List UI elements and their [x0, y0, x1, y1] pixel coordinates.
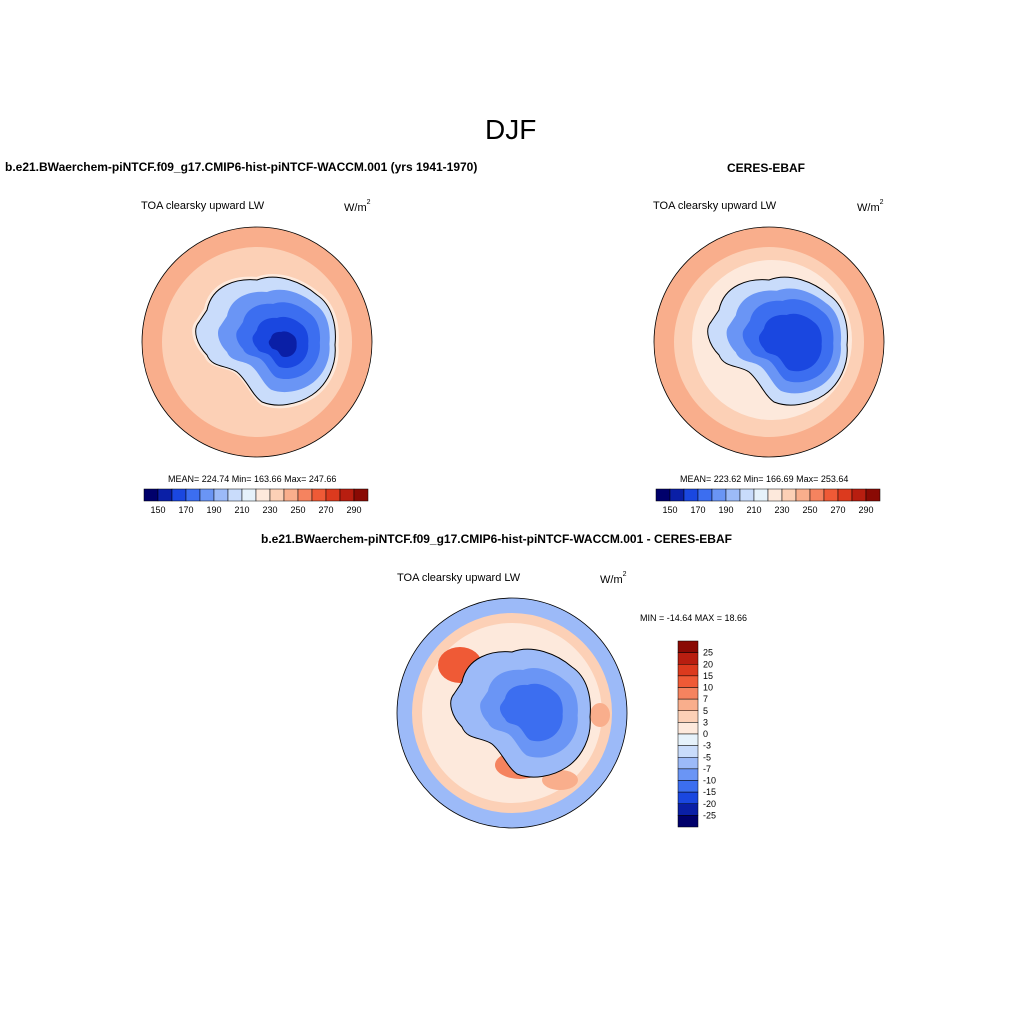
colorbar-tick-label: 10: [703, 683, 713, 693]
colorbar-swatch: [677, 675, 699, 688]
colorbar-swatch: [837, 488, 853, 502]
obs-colorbar: 150 170 190 210 230 250 270 290: [655, 488, 881, 515]
colorbar-swatch: [767, 488, 783, 502]
colorbar-tick-label: 25: [703, 648, 713, 658]
colorbar-tick-label: 290: [346, 505, 361, 515]
obs-units-label: W/m2: [857, 199, 884, 214]
colorbar-tick-label: 15: [703, 671, 713, 681]
colorbar-tick-label: 20: [703, 659, 713, 669]
colorbar-tick-label: 3: [703, 717, 708, 727]
colorbar-swatch: [143, 488, 159, 502]
colorbar-swatch: [213, 488, 229, 502]
diff-units-label: W/m2: [600, 571, 627, 586]
colorbar-swatch: [669, 488, 685, 502]
colorbar-swatch: [227, 488, 243, 502]
colorbar-swatch: [683, 488, 699, 502]
colorbar-swatch: [241, 488, 257, 502]
colorbar-tick-label: -25: [703, 810, 716, 820]
colorbar-tick-label: 250: [802, 505, 817, 515]
model-map: [141, 226, 373, 458]
colorbar-tick-label: 190: [206, 505, 221, 515]
colorbar-tick-label: 150: [150, 505, 165, 515]
colorbar-tick-label: 270: [830, 505, 845, 515]
colorbar-swatch: [677, 687, 699, 700]
colorbar-swatch: [809, 488, 825, 502]
colorbar-tick-label: 0: [703, 729, 708, 739]
colorbar-swatch: [677, 698, 699, 711]
colorbar-swatch: [677, 791, 699, 804]
diff-stats: MIN = -14.64 MAX = 18.66: [640, 613, 748, 623]
colorbar-swatch: [711, 488, 727, 502]
colorbar-swatch: [677, 710, 699, 723]
colorbar-tick-label: 290: [858, 505, 873, 515]
diff-map: [396, 597, 628, 829]
colorbar-swatch: [697, 488, 713, 502]
diff-panel-title: b.e21.BWaerchem-piNTCF.f09_g17.CMIP6-his…: [261, 532, 732, 546]
colorbar-swatch: [157, 488, 173, 502]
colorbar-tick-label: 170: [690, 505, 705, 515]
colorbar-swatch: [353, 488, 369, 502]
colorbar-tick-label: -7: [703, 764, 711, 774]
colorbar-tick-label: -20: [703, 799, 716, 809]
model-variable-label: TOA clearsky upward LW: [141, 200, 265, 212]
colorbar-swatch: [171, 488, 187, 502]
colorbar-tick-label: 210: [746, 505, 761, 515]
colorbar-swatch: [739, 488, 755, 502]
colorbar-tick-label: -10: [703, 776, 716, 786]
colorbar-swatch: [297, 488, 313, 502]
colorbar-swatch: [795, 488, 811, 502]
colorbar-tick-label: 190: [718, 505, 733, 515]
colorbar-swatch: [255, 488, 271, 502]
colorbar-tick-label: 150: [662, 505, 677, 515]
colorbar-swatch: [325, 488, 341, 502]
colorbar-swatch: [851, 488, 867, 502]
colorbar-tick-label: 210: [234, 505, 249, 515]
colorbar-swatch: [199, 488, 215, 502]
model-panel-title: b.e21.BWaerchem-piNTCF.f09_g17.CMIP6-his…: [5, 160, 478, 174]
colorbar-swatch: [677, 733, 699, 746]
colorbar-swatch: [677, 722, 699, 735]
colorbar-swatch: [725, 488, 741, 502]
obs-panel-title: CERES-EBAF: [727, 161, 806, 175]
colorbar-swatch: [339, 488, 355, 502]
colorbar-tick-label: 230: [774, 505, 789, 515]
colorbar-tick-label: -5: [703, 752, 711, 762]
colorbar-swatch: [677, 664, 699, 677]
colorbar-swatch: [677, 745, 699, 758]
colorbar-tick-label: -15: [703, 787, 716, 797]
model-units-label: W/m2: [344, 199, 371, 214]
colorbar-swatch: [823, 488, 839, 502]
colorbar-swatch: [185, 488, 201, 502]
season-title: DJF: [485, 114, 537, 145]
colorbar-swatch: [753, 488, 769, 502]
colorbar-tick-label: 250: [290, 505, 305, 515]
colorbar-swatch: [677, 640, 699, 653]
diff-variable-label: TOA clearsky upward LW: [397, 572, 521, 584]
colorbar-tick-label: 270: [318, 505, 333, 515]
model-stats: MEAN= 224.74 Min= 163.66 Max= 247.66: [168, 474, 337, 484]
obs-variable-label: TOA clearsky upward LW: [653, 200, 777, 212]
colorbar-swatch: [677, 652, 699, 665]
colorbar-swatch: [677, 815, 699, 828]
colorbar-tick-label: 230: [262, 505, 277, 515]
colorbar-swatch: [655, 488, 671, 502]
colorbar-tick-label: 5: [703, 706, 708, 716]
obs-stats: MEAN= 223.62 Min= 166.69 Max= 253.64: [680, 474, 849, 484]
colorbar-tick-label: 7: [703, 694, 708, 704]
model-colorbar: 150 170 190 210 230 250 270 290: [143, 488, 369, 515]
colorbar-tick-label: 170: [178, 505, 193, 515]
colorbar-swatch: [677, 768, 699, 781]
colorbar-swatch: [781, 488, 797, 502]
colorbar-swatch: [865, 488, 881, 502]
colorbar-swatch: [677, 803, 699, 816]
colorbar-swatch: [269, 488, 285, 502]
colorbar-swatch: [677, 757, 699, 770]
colorbar-tick-label: -3: [703, 741, 711, 751]
colorbar-swatch: [283, 488, 299, 502]
colorbar-swatch: [677, 780, 699, 793]
obs-map: [653, 226, 885, 458]
colorbar-swatch: [311, 488, 327, 502]
